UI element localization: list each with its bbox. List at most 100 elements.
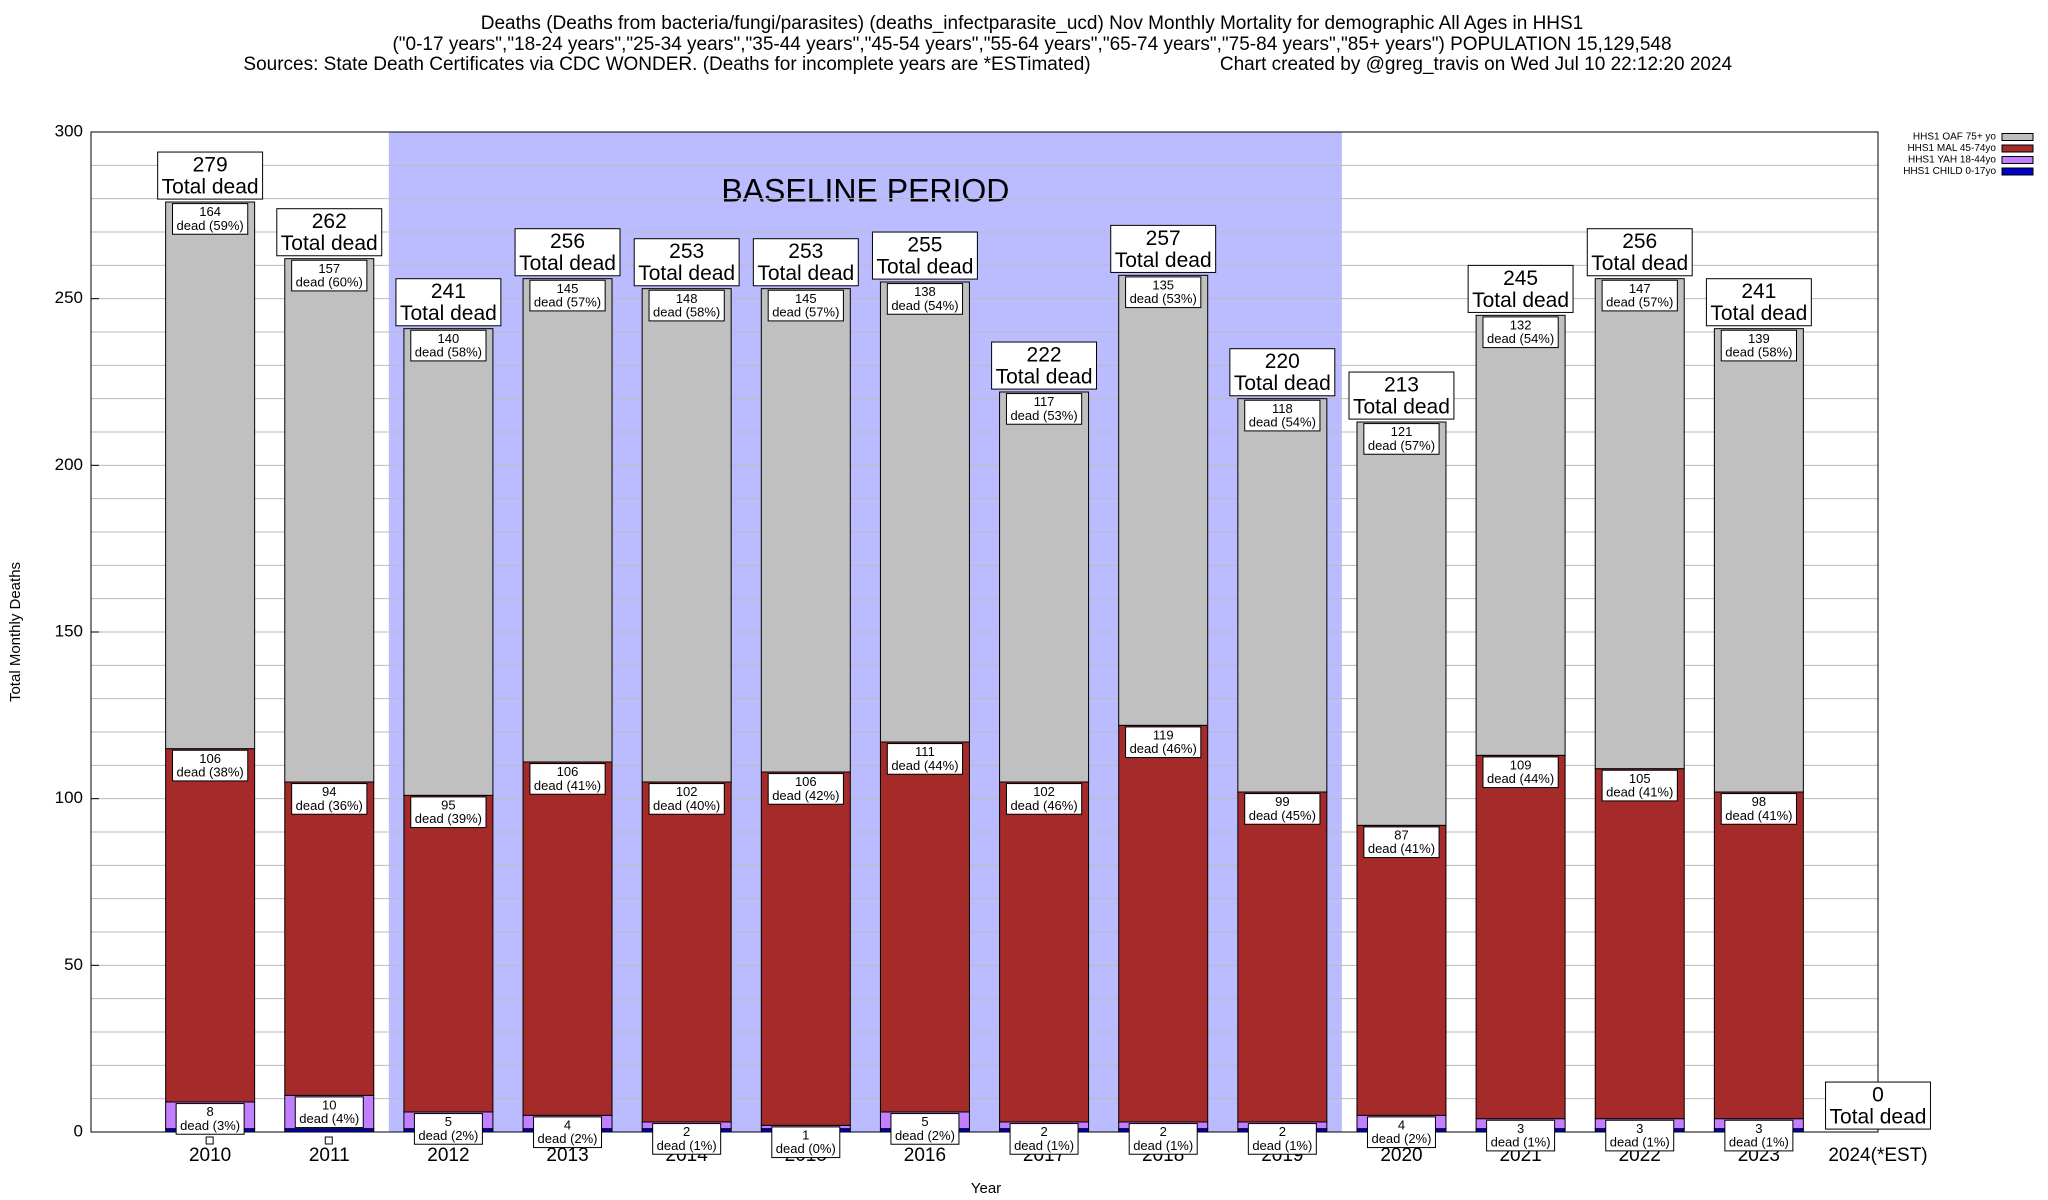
value-label-group: 94 dead (36%) — [291, 783, 368, 815]
value-label-group: 106 dead (38%) — [172, 749, 249, 782]
value-label: 2 dead (1%) — [1252, 1125, 1312, 1154]
total-label-box — [991, 341, 1098, 390]
value-label-box — [1247, 1123, 1317, 1155]
total-label-group: 222 Total dead — [991, 341, 1098, 390]
value-label-box — [886, 283, 964, 315]
value-label-group: 2 dead (1%) — [1009, 1123, 1079, 1155]
y-tick-label: 300 — [55, 121, 83, 140]
total-label-group: 213 Total dead — [1348, 371, 1455, 420]
total-label-group: 253 Total dead — [752, 238, 859, 287]
value-label-group: 87 dead (41%) — [1363, 826, 1440, 859]
value-label: 132 dead (54%) — [1487, 318, 1554, 347]
value-label-box — [648, 783, 725, 815]
legend-label: HHS1 MAL 45-74yo — [1907, 143, 1996, 154]
total-label: 253 Total dead — [638, 240, 735, 285]
y-axis-label: Total Monthly Deaths — [7, 562, 24, 702]
value-label-box — [172, 749, 249, 782]
total-label-group: 255 Total dead — [871, 231, 978, 280]
value-label-box — [1720, 329, 1797, 362]
value-label: 111 dead (44%) — [891, 745, 958, 774]
shaded-region-label: BASELINE PERIOD — [721, 172, 1009, 208]
value-label-group: 148 dead (58%) — [648, 289, 725, 322]
value-label-group: 140 dead (58%) — [410, 329, 487, 362]
y-tick-label: 100 — [55, 788, 83, 807]
value-label-group: 105 dead (41%) — [1601, 769, 1678, 802]
value-label: 157 dead (60%) — [296, 261, 363, 290]
value-label: 121 dead (57%) — [1368, 425, 1435, 454]
value-label-box — [291, 259, 368, 292]
total-label-group: 253 Total dead — [633, 238, 740, 287]
value-label-box — [533, 1116, 603, 1149]
value-label-group: 138 dead (54%) — [886, 283, 964, 315]
bar-segment — [1594, 768, 1685, 1120]
legend-swatch — [2001, 144, 2034, 153]
total-label: 262 Total dead — [281, 210, 378, 255]
total-label-group: 262 Total dead — [276, 208, 383, 257]
value-label-group: 106 dead (41%) — [529, 763, 606, 795]
total-label-group: 241 Total dead — [395, 278, 502, 327]
value-label-box — [1009, 1123, 1079, 1155]
total-label-box — [1825, 1081, 1931, 1130]
value-label-box — [1363, 826, 1440, 859]
total-label: 220 Total dead — [1234, 350, 1331, 395]
value-label-box — [1005, 393, 1083, 425]
value-label: 117 dead (53%) — [1010, 395, 1077, 424]
total-label: 222 Total dead — [996, 343, 1093, 388]
value-label-box — [1005, 783, 1083, 815]
total-label: 241 Total dead — [1710, 280, 1807, 325]
bar-segment — [1356, 824, 1447, 1116]
value-label-group: 4 dead (2%) — [1366, 1116, 1436, 1149]
value-label: 1 dead (0%) — [776, 1128, 836, 1157]
value-label-box — [410, 329, 487, 362]
value-label: 3 dead (1%) — [1610, 1121, 1670, 1150]
bar-segment — [760, 771, 851, 1126]
value-label-box — [1720, 793, 1797, 825]
value-label: 10 dead (4%) — [299, 1098, 359, 1127]
bar-segment — [284, 258, 375, 783]
bar-segment — [1475, 314, 1566, 756]
total-label: 213 Total dead — [1353, 373, 1450, 418]
y-tick-label: 200 — [55, 455, 83, 474]
y-tick-label: 0 — [74, 1121, 83, 1140]
value-label: 5 dead (2%) — [418, 1115, 478, 1144]
y-tick-label: 50 — [64, 955, 83, 974]
total-label-box — [1467, 264, 1574, 313]
bar-segment — [879, 741, 970, 1113]
bar-segment — [1118, 274, 1209, 726]
value-label-group: 2 dead (1%) — [652, 1123, 722, 1155]
value-label-group: 102 dead (40%) — [648, 783, 725, 815]
value-label-box — [1244, 399, 1321, 432]
total-label: 255 Total dead — [876, 233, 973, 278]
total-label-box — [752, 238, 859, 287]
legend-label: HHS1 YAH 18-44yo — [1908, 155, 1996, 166]
chart-sources: Sources: State Death Certificates via CD… — [243, 54, 1090, 75]
value-label-group: 119 dead (46%) — [1125, 726, 1202, 759]
value-label-box — [1363, 423, 1440, 455]
value-label-box — [291, 783, 368, 815]
value-label: 119 dead (46%) — [1130, 728, 1197, 757]
total-label-group: 257 Total dead — [1110, 224, 1217, 273]
value-label-group: 3 dead (1%) — [1724, 1119, 1794, 1152]
value-label-group: 145 dead (57%) — [529, 279, 606, 312]
value-label-group: 8 dead (3%) — [175, 1103, 245, 1135]
legend-swatch — [2001, 156, 2034, 164]
value-label: 139 dead (58%) — [1725, 331, 1792, 360]
total-label-box — [871, 231, 978, 280]
empty-label-box — [205, 1136, 214, 1145]
bar-segment — [1475, 754, 1566, 1120]
bar-segment — [1237, 791, 1328, 1123]
total-label-group: 256 Total dead — [1586, 228, 1693, 277]
value-label-group: 147 dead (57%) — [1601, 279, 1678, 312]
value-label-box — [1486, 1119, 1556, 1152]
value-label: 87 dead (41%) — [1368, 828, 1435, 857]
value-label: 145 dead (57%) — [534, 281, 601, 310]
x-tick-label: 2024(*EST) — [1828, 1145, 1927, 1166]
value-label-box — [1724, 1119, 1794, 1152]
value-label-box — [1128, 1123, 1198, 1155]
x-tick-label: 2012 — [427, 1145, 469, 1166]
value-label: 135 dead (53%) — [1130, 278, 1197, 307]
x-tick-label: 2011 — [309, 1145, 350, 1166]
legend-swatch — [2001, 133, 2034, 141]
value-label-group: 2 dead (1%) — [1247, 1123, 1317, 1155]
y-tick-label: 250 — [55, 288, 83, 307]
